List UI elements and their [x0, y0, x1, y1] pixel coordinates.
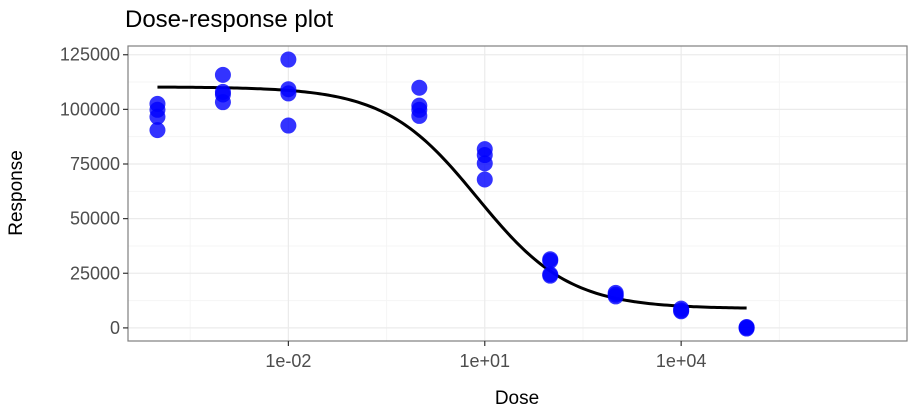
- chart-title: Dose-response plot: [125, 6, 333, 33]
- data-point: [542, 252, 559, 269]
- data-point: [411, 79, 428, 96]
- x-tick-label: 1e+01: [459, 351, 510, 371]
- data-point: [476, 171, 493, 188]
- y-tick-label: 0: [110, 318, 120, 338]
- data-point: [542, 267, 559, 284]
- plot-panel: [128, 46, 907, 341]
- y-tick-label: 125000: [60, 45, 120, 65]
- data-point: [607, 288, 624, 305]
- major-gridlines: [128, 46, 907, 341]
- y-tick-label: 100000: [60, 99, 120, 119]
- x-tick-label: 1e+04: [656, 351, 707, 371]
- x-axis-title: Dose: [495, 388, 539, 409]
- data-point: [214, 94, 231, 111]
- minor-gridlines: [128, 46, 907, 341]
- panel-background: [128, 46, 907, 341]
- y-tick-label: 75000: [70, 154, 120, 174]
- data-point: [214, 66, 231, 83]
- data-point: [149, 122, 166, 139]
- y-axis-title: Response: [6, 150, 27, 236]
- data-point: [738, 320, 755, 337]
- x-axis-ticks: 1e-02 1e+01 1e+04: [265, 341, 706, 371]
- data-points: [149, 51, 755, 337]
- data-point: [149, 108, 166, 125]
- x-tick-label: 1e-02: [265, 351, 311, 371]
- data-point: [673, 303, 690, 320]
- data-point: [280, 117, 297, 134]
- y-tick-label: 50000: [70, 209, 120, 229]
- y-axis-ticks: 0 25000 50000 75000 100000 125000: [60, 45, 128, 338]
- data-point: [476, 155, 493, 172]
- data-point: [280, 51, 297, 68]
- data-point: [280, 85, 297, 102]
- data-point: [411, 107, 428, 124]
- y-tick-label: 25000: [70, 263, 120, 283]
- fitted-curve: [157, 85, 747, 310]
- panel-border: [127, 45, 908, 342]
